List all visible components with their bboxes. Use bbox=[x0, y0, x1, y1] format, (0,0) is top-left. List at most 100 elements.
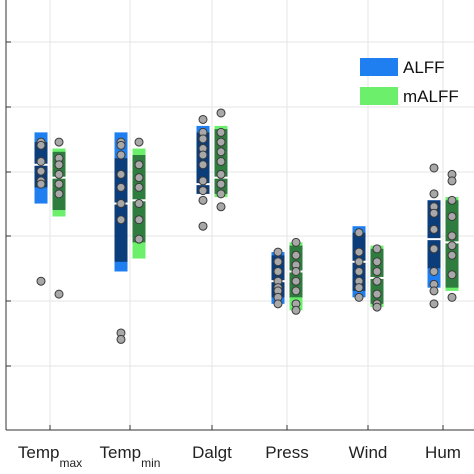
data-point-alff-4-3 bbox=[354, 266, 364, 276]
data-point-alff-1-6 bbox=[116, 215, 126, 225]
data-point-alff-3-7 bbox=[273, 299, 283, 309]
data-point-alff-2-5 bbox=[198, 160, 208, 170]
data-point-alff-3-2 bbox=[273, 266, 283, 276]
data-point-alff-2-9 bbox=[198, 221, 208, 231]
x-tick-label-1: Tempmin bbox=[100, 443, 161, 470]
data-point-malff-2-3 bbox=[216, 147, 226, 157]
x-tick-label-base: Wind bbox=[349, 443, 388, 462]
data-points bbox=[36, 108, 457, 344]
x-tick-label-base: Temp bbox=[100, 443, 142, 462]
legend-swatch-malff bbox=[360, 87, 398, 105]
box-iqr bbox=[114, 158, 128, 262]
data-point-alff-1-4 bbox=[116, 182, 126, 192]
data-point-malff-4-3 bbox=[372, 276, 382, 286]
data-point-alff-5-9 bbox=[429, 299, 439, 309]
x-tick-label-base: Dalgt bbox=[192, 443, 232, 462]
data-point-malff-2-4 bbox=[216, 156, 226, 166]
data-point-alff-5-4 bbox=[429, 224, 439, 234]
x-tick-label-sub: max bbox=[59, 456, 82, 470]
data-point-alff-2-6 bbox=[198, 176, 208, 186]
data-point-malff-5-2 bbox=[447, 195, 457, 205]
data-point-malff-4-6 bbox=[372, 302, 382, 312]
data-point-malff-0-2 bbox=[54, 160, 64, 170]
data-point-alff-4-0 bbox=[354, 228, 364, 238]
data-point-alff-4-2 bbox=[354, 257, 364, 267]
data-point-malff-2-5 bbox=[216, 169, 226, 179]
data-point-malff-4-4 bbox=[372, 289, 382, 299]
data-point-malff-1-4 bbox=[134, 199, 144, 209]
legend-swatch-alff bbox=[360, 58, 398, 76]
data-point-malff-5-6 bbox=[447, 250, 457, 260]
data-point-malff-2-1 bbox=[216, 127, 226, 137]
data-point-alff-5-0 bbox=[429, 163, 439, 173]
data-point-malff-4-2 bbox=[372, 266, 382, 276]
data-point-malff-2-8 bbox=[216, 202, 226, 212]
data-point-alff-0-6 bbox=[36, 276, 46, 286]
data-point-alff-3-0 bbox=[273, 247, 283, 257]
data-point-malff-4-0 bbox=[372, 244, 382, 254]
data-point-alff-1-2 bbox=[116, 150, 126, 160]
data-point-malff-3-1 bbox=[291, 250, 301, 260]
data-point-malff-1-2 bbox=[134, 173, 144, 183]
legend-label-alff: ALFF bbox=[403, 58, 445, 77]
x-tick-label-base: Temp bbox=[18, 443, 60, 462]
data-point-alff-4-5 bbox=[354, 283, 364, 293]
data-point-malff-1-1 bbox=[134, 160, 144, 170]
data-point-alff-2-4 bbox=[198, 150, 208, 160]
data-point-malff-3-4 bbox=[291, 276, 301, 286]
x-tick-label-base: Press bbox=[265, 443, 308, 462]
data-point-malff-5-3 bbox=[447, 211, 457, 221]
data-point-malff-5-7 bbox=[447, 270, 457, 280]
data-point-malff-3-5 bbox=[291, 286, 301, 296]
data-point-malff-4-1 bbox=[372, 257, 382, 267]
data-point-alff-0-2 bbox=[36, 156, 46, 166]
data-point-alff-1-8 bbox=[116, 334, 126, 344]
data-point-alff-5-5 bbox=[429, 244, 439, 254]
data-point-alff-0-5 bbox=[36, 179, 46, 189]
data-point-alff-3-1 bbox=[273, 257, 283, 267]
data-point-alff-5-8 bbox=[429, 286, 439, 296]
data-point-malff-5-4 bbox=[447, 231, 457, 241]
data-point-alff-5-1 bbox=[429, 189, 439, 199]
data-point-malff-5-5 bbox=[447, 241, 457, 251]
data-point-alff-1-3 bbox=[116, 169, 126, 179]
data-point-malff-0-4 bbox=[54, 179, 64, 189]
data-point-alff-5-6 bbox=[429, 266, 439, 276]
data-point-alff-0-3 bbox=[36, 166, 46, 176]
data-point-malff-3-7 bbox=[291, 305, 301, 315]
grid-lines bbox=[6, 0, 474, 430]
data-point-malff-1-5 bbox=[134, 215, 144, 225]
x-tick-label-base: Hum bbox=[425, 443, 461, 462]
data-point-alff-2-7 bbox=[198, 186, 208, 196]
data-point-alff-2-8 bbox=[198, 195, 208, 205]
x-tick-label-sub: min bbox=[141, 456, 160, 470]
data-point-malff-2-7 bbox=[216, 189, 226, 199]
data-point-malff-1-6 bbox=[134, 234, 144, 244]
x-tick-label-5: Hum bbox=[425, 443, 461, 462]
data-point-malff-0-6 bbox=[54, 289, 64, 299]
data-point-alff-4-1 bbox=[354, 247, 364, 257]
data-point-alff-2-2 bbox=[198, 134, 208, 144]
data-point-malff-0-0 bbox=[54, 137, 64, 147]
data-point-malff-3-3 bbox=[291, 266, 301, 276]
data-point-alff-1-1 bbox=[116, 140, 126, 150]
x-tick-label-2: Dalgt bbox=[192, 443, 232, 462]
x-tick-label-0: Tempmax bbox=[18, 443, 82, 470]
data-point-malff-2-6 bbox=[216, 179, 226, 189]
data-point-malff-1-3 bbox=[134, 182, 144, 192]
data-point-malff-2-0 bbox=[216, 108, 226, 118]
data-point-alff-2-0 bbox=[198, 114, 208, 124]
x-tick-label-3: Press bbox=[265, 443, 308, 462]
data-point-malff-0-3 bbox=[54, 169, 64, 179]
data-point-alff-1-5 bbox=[116, 199, 126, 209]
data-point-alff-5-3 bbox=[429, 208, 439, 218]
data-point-alff-4-6 bbox=[354, 292, 364, 302]
data-point-malff-5-1 bbox=[447, 176, 457, 186]
data-point-malff-2-2 bbox=[216, 137, 226, 147]
data-point-malff-1-0 bbox=[134, 137, 144, 147]
legend-label-malff: mALFF bbox=[403, 87, 459, 106]
data-point-alff-0-1 bbox=[36, 140, 46, 150]
legend: ALFF mALFF bbox=[360, 58, 459, 106]
